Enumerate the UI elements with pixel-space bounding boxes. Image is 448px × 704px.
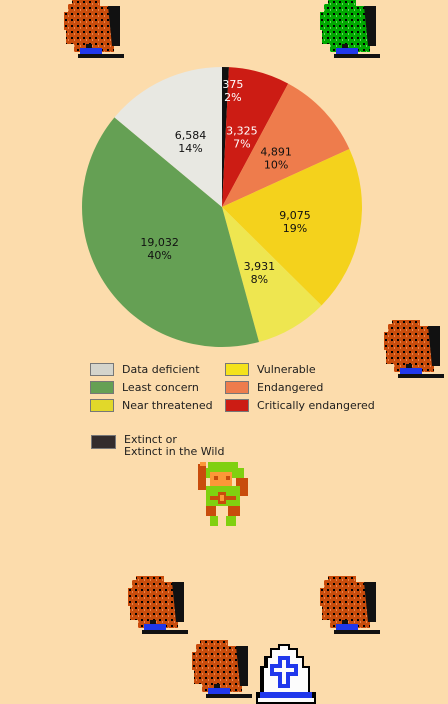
legend-item-least-concern: Least concern xyxy=(90,381,199,394)
pie-slice-extinct-or-extinct-in-the-wild xyxy=(222,66,229,208)
slice-percent-label: 2% xyxy=(224,91,241,104)
legend-swatch xyxy=(225,399,249,412)
pie-slice-near-threatened xyxy=(222,207,322,343)
chart-legend: Data deficient Least concern Near threat… xyxy=(90,363,390,423)
pie-slice-least-concern xyxy=(82,117,259,347)
slice-value-label: 4,891 xyxy=(260,145,292,158)
slice-percent-label: 10% xyxy=(264,158,288,171)
legend-swatch xyxy=(90,363,114,376)
legend-item-near-threatened: Near threatened xyxy=(90,399,213,412)
legend-label-line: Extinct or xyxy=(124,433,177,446)
pie-slice-endangered xyxy=(222,83,350,207)
slice-percent-label: 19% xyxy=(283,222,307,235)
legend-swatch xyxy=(90,381,114,394)
slice-value-label: 9,075 xyxy=(279,209,311,222)
legend-label: Endangered xyxy=(257,381,324,394)
bush-sprite xyxy=(128,576,188,634)
legend-swatch xyxy=(225,381,249,394)
legend-item-extinct: Extinct or Extinct in the Wild xyxy=(91,434,224,458)
pie-slice-data-deficient xyxy=(114,67,222,207)
bush-sprite-green xyxy=(320,0,380,58)
slice-percent-label: 14% xyxy=(178,142,202,155)
legend-item-data-deficient: Data deficient xyxy=(90,363,200,376)
legend-swatch xyxy=(90,399,114,412)
pie-slice-critically-endangered xyxy=(222,67,289,207)
legend-label-line: Extinct in the Wild xyxy=(124,445,225,458)
slice-value-label: 19,032 xyxy=(140,236,179,249)
pie-chart xyxy=(82,66,362,347)
pie-slice-vulnerable xyxy=(222,148,362,306)
slice-percent-label: 7% xyxy=(233,138,250,151)
legend-item-critically-endangered: Critically endangered xyxy=(225,399,375,412)
bush-sprite xyxy=(384,320,444,378)
legend-label: Near threatened xyxy=(122,399,213,412)
bush-sprite xyxy=(320,576,380,634)
slice-percent-label: 40% xyxy=(147,249,171,262)
legend-label: Vulnerable xyxy=(257,363,316,376)
legend-swatch xyxy=(91,435,116,449)
tombstone-sprite xyxy=(256,644,316,704)
slice-value-label: 6,584 xyxy=(175,129,207,142)
legend-item-vulnerable: Vulnerable xyxy=(225,363,316,376)
legend-label: Least concern xyxy=(122,381,199,394)
legend-label: Critically endangered xyxy=(257,399,375,412)
slice-percent-label: 8% xyxy=(251,273,268,286)
legend-swatch xyxy=(225,363,249,376)
legend-item-endangered: Endangered xyxy=(225,381,323,394)
bush-sprite xyxy=(64,0,124,58)
hero-sprite xyxy=(198,462,248,526)
slice-value-label: 375 xyxy=(222,78,243,91)
legend-label: Extinct or Extinct in the Wild xyxy=(124,434,224,458)
bush-sprite xyxy=(192,640,252,698)
slice-value-label: 3,325 xyxy=(226,125,258,138)
legend-label: Data deficient xyxy=(122,363,200,376)
slice-value-label: 3,931 xyxy=(244,260,276,273)
